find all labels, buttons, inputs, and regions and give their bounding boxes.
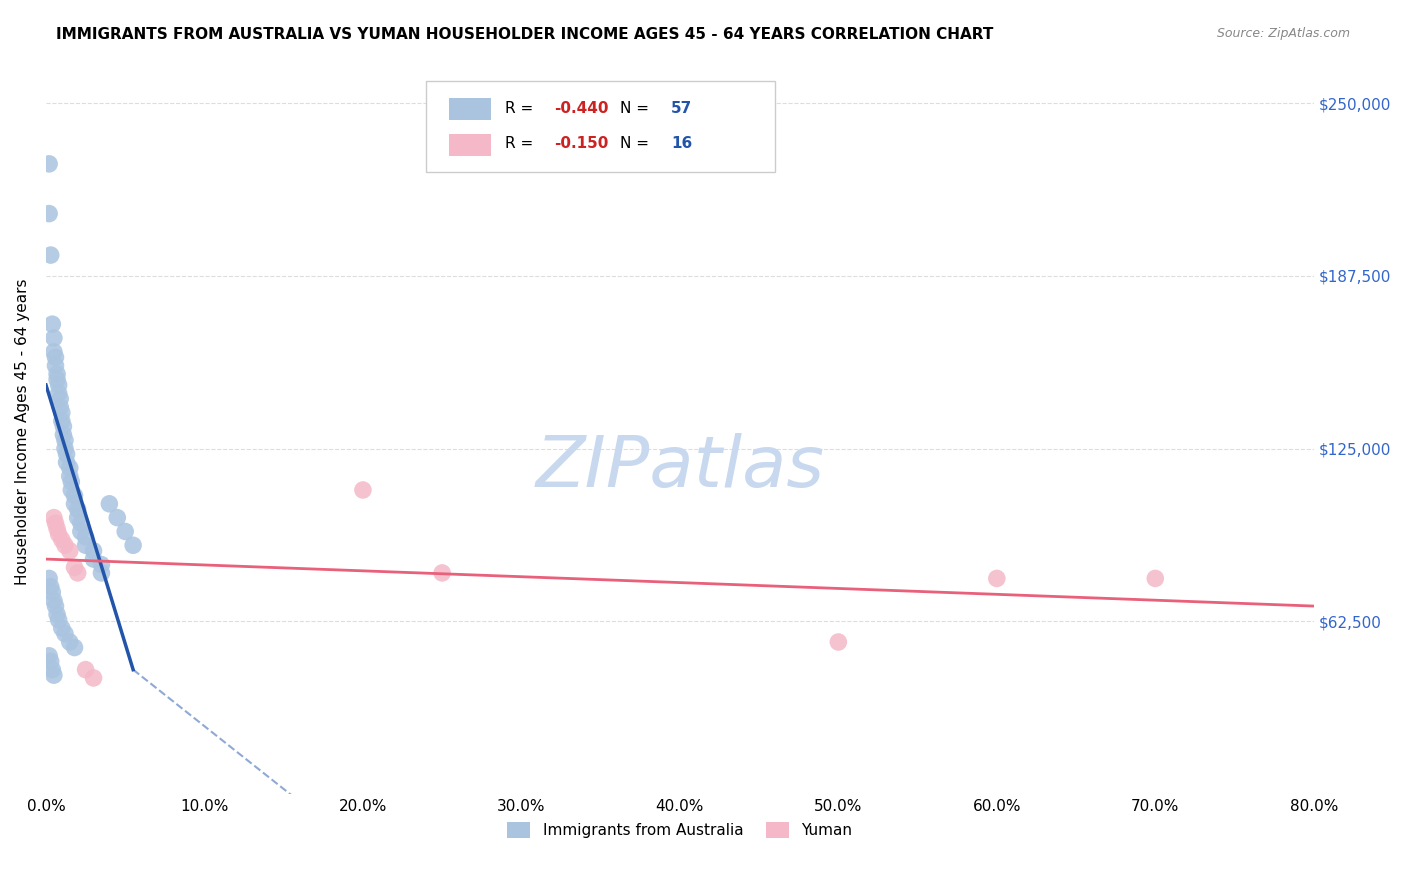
Point xyxy=(55,447,77,461)
Point xyxy=(53,442,76,456)
Point xyxy=(66,510,89,524)
Point xyxy=(63,640,86,655)
Point xyxy=(83,552,105,566)
Point xyxy=(38,648,60,663)
Point xyxy=(59,543,82,558)
Point xyxy=(986,571,1008,585)
Point xyxy=(48,527,70,541)
Point xyxy=(59,469,82,483)
Point xyxy=(42,344,65,359)
Point xyxy=(44,516,66,531)
Point xyxy=(39,580,62,594)
Text: 57: 57 xyxy=(671,101,692,116)
Point xyxy=(51,414,73,428)
Text: N =: N = xyxy=(620,136,654,152)
Point xyxy=(41,585,63,599)
FancyBboxPatch shape xyxy=(426,81,775,171)
Point xyxy=(51,621,73,635)
Text: Source: ZipAtlas.com: Source: ZipAtlas.com xyxy=(1216,27,1350,40)
Text: -0.150: -0.150 xyxy=(554,136,609,152)
Text: IMMIGRANTS FROM AUSTRALIA VS YUMAN HOUSEHOLDER INCOME AGES 45 - 64 YEARS CORRELA: IMMIGRANTS FROM AUSTRALIA VS YUMAN HOUSE… xyxy=(56,27,994,42)
Text: 16: 16 xyxy=(671,136,692,152)
Point xyxy=(46,367,69,381)
Point xyxy=(75,663,97,677)
Y-axis label: Householder Income Ages 45 - 64 years: Householder Income Ages 45 - 64 years xyxy=(15,278,30,584)
Point xyxy=(48,386,70,401)
Point xyxy=(90,566,112,580)
Point xyxy=(42,593,65,607)
Point xyxy=(122,538,145,552)
Point xyxy=(827,635,849,649)
Point xyxy=(51,406,73,420)
Point xyxy=(105,510,128,524)
Point xyxy=(1144,571,1167,585)
Point xyxy=(83,543,105,558)
Point xyxy=(39,654,62,668)
Point xyxy=(41,317,63,331)
Point xyxy=(51,533,73,547)
Point xyxy=(90,558,112,572)
Point xyxy=(46,522,69,536)
Point xyxy=(46,607,69,622)
Point xyxy=(42,331,65,345)
Point xyxy=(52,419,75,434)
Point xyxy=(44,599,66,613)
Point xyxy=(98,497,121,511)
Point xyxy=(69,516,91,531)
Point xyxy=(83,671,105,685)
Text: -0.440: -0.440 xyxy=(554,101,609,116)
Point xyxy=(430,566,453,580)
Point xyxy=(75,530,97,544)
Point xyxy=(114,524,136,539)
Point xyxy=(60,483,83,497)
Point xyxy=(66,566,89,580)
Point xyxy=(352,483,374,497)
Point xyxy=(41,663,63,677)
Point xyxy=(52,427,75,442)
Point xyxy=(69,524,91,539)
Text: ZIPatlas: ZIPatlas xyxy=(536,433,824,502)
Point xyxy=(38,571,60,585)
Point xyxy=(49,392,72,406)
Point xyxy=(63,560,86,574)
Point xyxy=(75,538,97,552)
Point xyxy=(48,613,70,627)
Text: R =: R = xyxy=(505,101,538,116)
Point xyxy=(48,378,70,392)
Point xyxy=(42,668,65,682)
Point xyxy=(55,455,77,469)
Point xyxy=(59,635,82,649)
Point xyxy=(49,400,72,414)
Point xyxy=(59,461,82,475)
Point xyxy=(66,502,89,516)
Point xyxy=(46,372,69,386)
Point xyxy=(44,351,66,365)
Point xyxy=(53,434,76,448)
Point xyxy=(39,248,62,262)
Point xyxy=(63,497,86,511)
Point xyxy=(53,538,76,552)
Point xyxy=(38,157,60,171)
Point xyxy=(42,510,65,524)
FancyBboxPatch shape xyxy=(449,134,491,155)
Point xyxy=(53,626,76,640)
FancyBboxPatch shape xyxy=(449,98,491,120)
Text: N =: N = xyxy=(620,101,654,116)
Point xyxy=(38,206,60,220)
Text: R =: R = xyxy=(505,136,538,152)
Point xyxy=(63,489,86,503)
Point xyxy=(44,359,66,373)
Point xyxy=(60,475,83,489)
Legend: Immigrants from Australia, Yuman: Immigrants from Australia, Yuman xyxy=(502,816,859,845)
